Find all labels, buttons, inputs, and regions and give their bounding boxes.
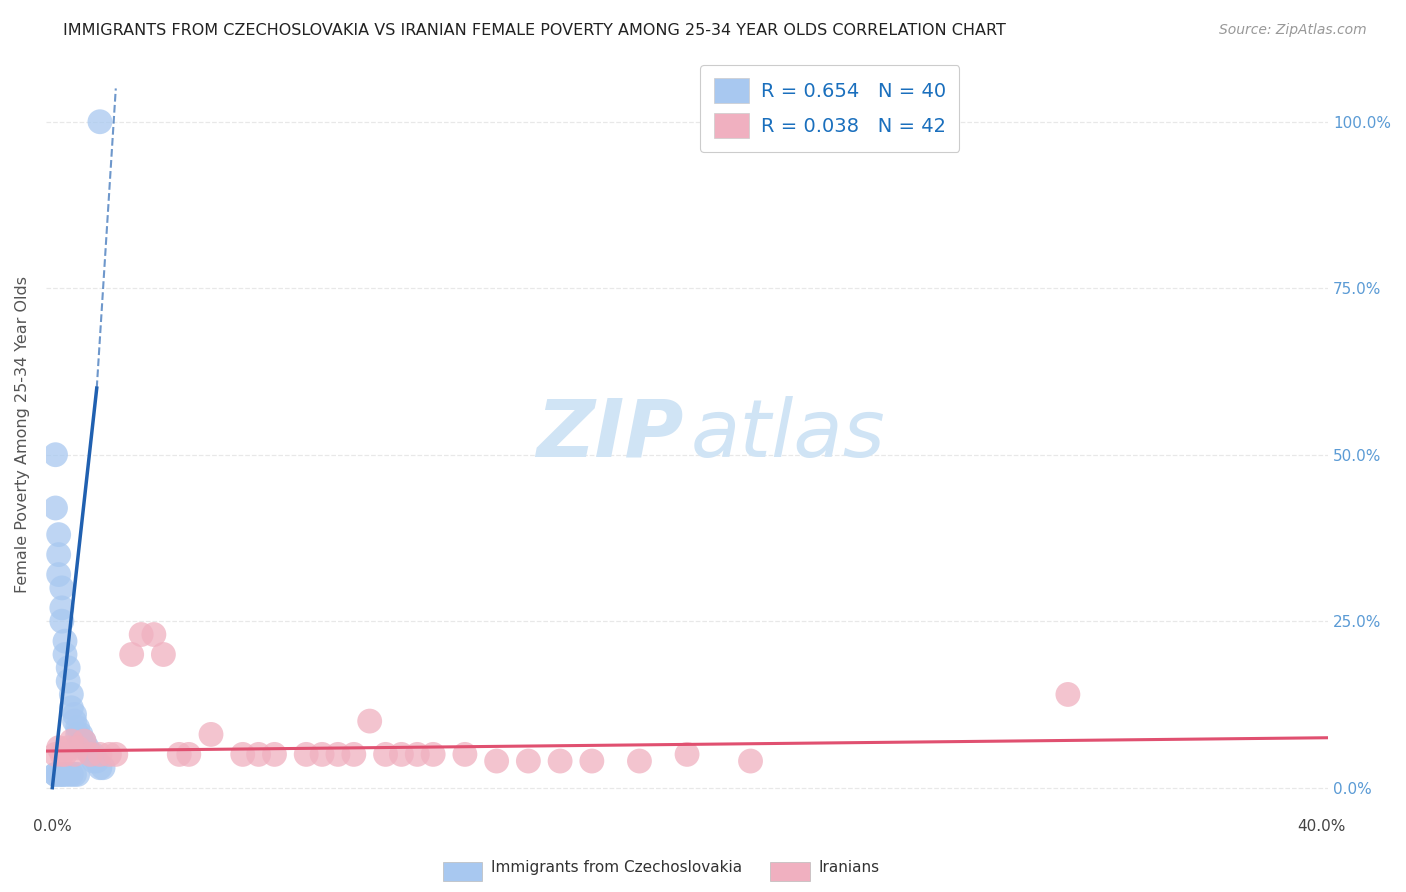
Point [391, 747, 413, 762]
Point [53, 747, 76, 762]
Point [56, 740, 79, 755]
Point [177, 747, 200, 762]
Point [83, 754, 105, 768]
Point [48, 767, 70, 781]
Point [548, 754, 571, 768]
Point [676, 747, 699, 762]
Point [1057, 688, 1080, 702]
Point [517, 754, 540, 768]
Point [48, 548, 70, 562]
Point [454, 747, 477, 762]
Point [44, 500, 66, 515]
Point [51, 747, 73, 762]
Point [56, 674, 79, 689]
Point [63, 767, 86, 781]
Point [44, 767, 66, 781]
Point [129, 627, 152, 641]
Point [86, 754, 108, 768]
Point [56, 767, 79, 781]
Point [740, 754, 762, 768]
Point [104, 747, 127, 762]
Point [66, 721, 89, 735]
Point [66, 740, 89, 755]
Point [44, 448, 66, 462]
Point [142, 627, 165, 641]
Point [66, 727, 89, 741]
Point [53, 648, 76, 662]
Point [263, 747, 285, 762]
Point [581, 754, 603, 768]
Point [359, 714, 381, 728]
Text: Immigrants from Czechoslovakia: Immigrants from Czechoslovakia [491, 860, 742, 874]
Y-axis label: Female Poverty Among 25-34 Year Olds: Female Poverty Among 25-34 Year Olds [15, 277, 30, 593]
Point [152, 648, 174, 662]
Text: atlas: atlas [690, 396, 886, 474]
Point [406, 747, 429, 762]
Point [91, 761, 114, 775]
Point [51, 767, 73, 781]
Point [79, 747, 101, 762]
Point [98, 747, 121, 762]
Point [70, 727, 93, 741]
Text: IMMIGRANTS FROM CZECHOSLOVAKIA VS IRANIAN FEMALE POVERTY AMONG 25-34 YEAR OLDS C: IMMIGRANTS FROM CZECHOSLOVAKIA VS IRANIA… [63, 23, 1007, 38]
Point [485, 754, 508, 768]
Point [232, 747, 254, 762]
Point [60, 767, 83, 781]
Point [63, 714, 86, 728]
Point [247, 747, 270, 762]
Point [63, 747, 86, 762]
Point [60, 700, 83, 714]
Text: Source: ZipAtlas.com: Source: ZipAtlas.com [1219, 23, 1367, 37]
Point [73, 734, 96, 748]
Point [51, 600, 73, 615]
Point [60, 688, 83, 702]
Point [70, 734, 93, 748]
Point [76, 740, 98, 755]
Point [60, 734, 83, 748]
Point [53, 767, 76, 781]
Point [295, 747, 318, 762]
Point [44, 747, 66, 762]
Point [311, 747, 333, 762]
Point [422, 747, 444, 762]
Legend: R = 0.654   N = 40, R = 0.038   N = 42: R = 0.654 N = 40, R = 0.038 N = 42 [700, 65, 959, 152]
Point [66, 767, 89, 781]
Point [56, 661, 79, 675]
Point [628, 754, 651, 768]
Point [89, 747, 111, 762]
Point [83, 747, 105, 762]
Point [343, 747, 366, 762]
Point [48, 567, 70, 582]
Point [121, 648, 143, 662]
Point [53, 634, 76, 648]
Point [200, 727, 222, 741]
Point [48, 527, 70, 541]
Point [169, 747, 191, 762]
Point [89, 114, 111, 128]
Point [73, 734, 96, 748]
Point [63, 707, 86, 722]
Point [89, 761, 111, 775]
Point [326, 747, 349, 762]
Point [73, 740, 96, 755]
Point [51, 614, 73, 628]
Point [374, 747, 396, 762]
Point [44, 767, 66, 781]
Text: ZIP: ZIP [536, 396, 683, 474]
Point [51, 767, 73, 781]
Point [79, 747, 101, 762]
Point [48, 740, 70, 755]
Point [51, 581, 73, 595]
Text: Iranians: Iranians [818, 860, 879, 874]
